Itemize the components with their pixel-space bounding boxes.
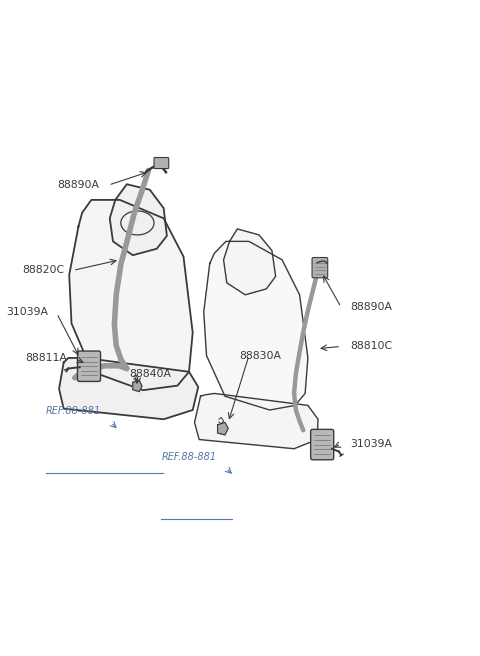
FancyBboxPatch shape <box>312 258 328 277</box>
FancyBboxPatch shape <box>311 430 334 460</box>
Polygon shape <box>204 241 308 410</box>
Polygon shape <box>59 358 198 419</box>
Text: 88811A: 88811A <box>25 353 67 363</box>
Text: 88840A: 88840A <box>129 369 171 379</box>
Text: 88820C: 88820C <box>23 266 65 276</box>
Text: REF.88-881: REF.88-881 <box>46 406 101 416</box>
Polygon shape <box>110 184 167 255</box>
FancyBboxPatch shape <box>77 351 100 381</box>
Text: 31039A: 31039A <box>350 439 392 449</box>
Text: 88830A: 88830A <box>240 351 282 361</box>
FancyBboxPatch shape <box>154 157 169 169</box>
Text: 31039A: 31039A <box>6 307 48 317</box>
Polygon shape <box>194 394 318 449</box>
Text: 88890A: 88890A <box>350 302 392 312</box>
Polygon shape <box>133 380 142 392</box>
Polygon shape <box>69 200 192 390</box>
Text: REF.88-881: REF.88-881 <box>161 452 216 462</box>
Text: 88810C: 88810C <box>350 341 393 352</box>
Text: 88890A: 88890A <box>57 180 99 190</box>
Polygon shape <box>217 422 228 435</box>
Polygon shape <box>224 229 276 295</box>
